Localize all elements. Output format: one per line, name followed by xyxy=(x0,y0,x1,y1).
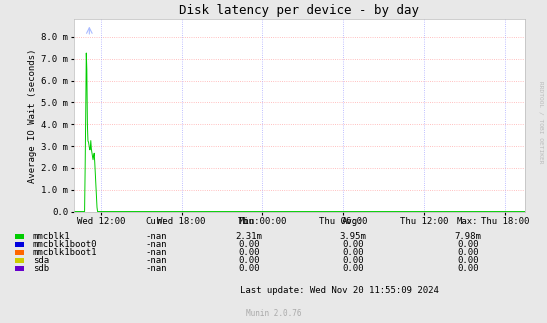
Text: 0.00: 0.00 xyxy=(457,240,479,249)
Text: Last update: Wed Nov 20 11:55:09 2024: Last update: Wed Nov 20 11:55:09 2024 xyxy=(240,286,439,295)
Text: -nan: -nan xyxy=(145,264,167,273)
Text: 0.00: 0.00 xyxy=(238,264,260,273)
Text: sdb: sdb xyxy=(33,264,49,273)
Text: 3.95m: 3.95m xyxy=(339,232,366,241)
Text: RRDTOOL / TOBI OETIKER: RRDTOOL / TOBI OETIKER xyxy=(538,81,543,164)
Text: Min:: Min: xyxy=(238,217,260,226)
Title: Disk latency per device - by day: Disk latency per device - by day xyxy=(179,4,420,17)
Text: 0.00: 0.00 xyxy=(457,248,479,257)
Text: -nan: -nan xyxy=(145,248,167,257)
Text: -nan: -nan xyxy=(145,240,167,249)
Text: 7.98m: 7.98m xyxy=(454,232,481,241)
Text: 0.00: 0.00 xyxy=(342,264,364,273)
Text: 0.00: 0.00 xyxy=(342,240,364,249)
Text: -nan: -nan xyxy=(145,232,167,241)
Text: 2.31m: 2.31m xyxy=(235,232,263,241)
Text: Max:: Max: xyxy=(457,217,479,226)
Text: mmcblk1boot0: mmcblk1boot0 xyxy=(33,240,97,249)
Text: 0.00: 0.00 xyxy=(238,240,260,249)
Text: mmcblk1boot1: mmcblk1boot1 xyxy=(33,248,97,257)
Text: 0.00: 0.00 xyxy=(457,256,479,265)
Text: mmcblk1: mmcblk1 xyxy=(33,232,71,241)
Text: sda: sda xyxy=(33,256,49,265)
Text: Munin 2.0.76: Munin 2.0.76 xyxy=(246,309,301,318)
Text: 0.00: 0.00 xyxy=(342,256,364,265)
Text: Avg:: Avg: xyxy=(342,217,364,226)
Text: 0.00: 0.00 xyxy=(238,248,260,257)
Text: Cur:: Cur: xyxy=(145,217,167,226)
Text: -nan: -nan xyxy=(145,256,167,265)
Text: 0.00: 0.00 xyxy=(457,264,479,273)
Text: 0.00: 0.00 xyxy=(342,248,364,257)
Text: 0.00: 0.00 xyxy=(238,256,260,265)
Y-axis label: Average IO Wait (seconds): Average IO Wait (seconds) xyxy=(28,48,37,183)
